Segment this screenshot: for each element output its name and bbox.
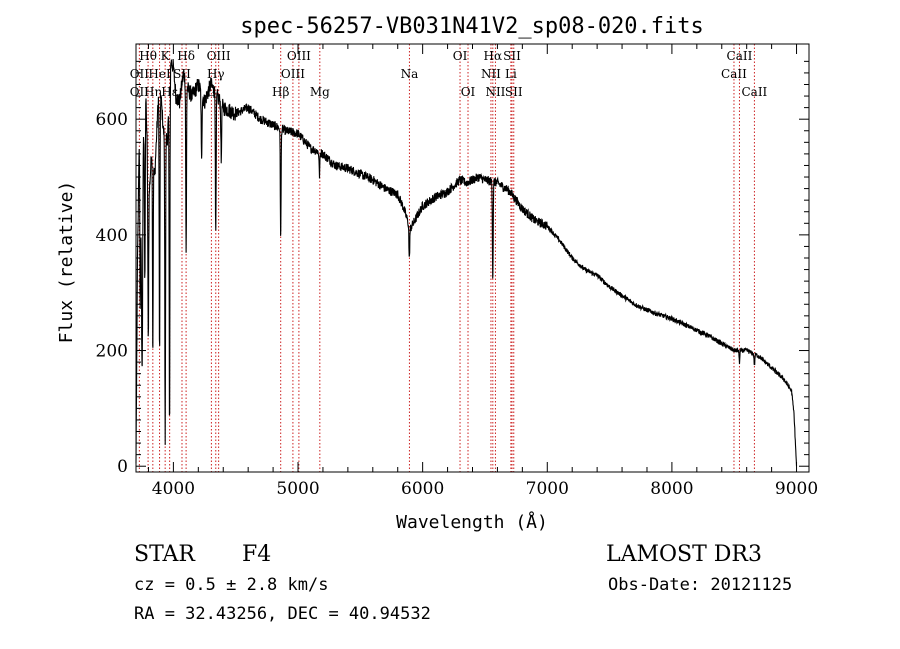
- x-tick-label: 4000: [152, 479, 195, 499]
- line-label: G: [207, 85, 217, 99]
- line-label: Hθ: [139, 49, 157, 63]
- line-label: Hδ: [177, 49, 195, 63]
- line-label: CaII: [721, 67, 747, 81]
- x-tick-label: 9000: [775, 479, 818, 499]
- survey-name: LAMOST DR3: [606, 542, 762, 567]
- subclass: F4: [242, 542, 271, 567]
- axis-ticks: [136, 44, 809, 472]
- chart-title: spec-56257-VB031N41V2_sp08-020.fits: [240, 14, 704, 39]
- y-tick-label: 600: [96, 110, 128, 130]
- line-label: K: [161, 49, 171, 63]
- line-label: CaII: [741, 85, 767, 99]
- line-label: SII: [503, 49, 521, 63]
- y-tick-label: 400: [96, 226, 128, 246]
- spectrum-line: [135, 58, 798, 467]
- x-tick-label: 8000: [650, 479, 693, 499]
- line-markers: [138, 44, 755, 472]
- line-label: Hη: [144, 85, 162, 99]
- line-label: Hε: [161, 85, 178, 99]
- line-label: OI: [453, 49, 468, 63]
- y-tick-label: 200: [96, 342, 128, 362]
- line-label: OIII: [287, 49, 311, 63]
- x-tick-label: 7000: [526, 479, 569, 499]
- line-label: Li: [505, 67, 517, 81]
- x-axis-label: Wavelength (Å): [396, 511, 548, 533]
- line-label: OIII: [281, 67, 305, 81]
- line-label: Hβ: [272, 85, 289, 99]
- line-label: OII: [130, 67, 150, 81]
- line-label: Mg: [310, 85, 330, 99]
- line-label: NII: [485, 85, 505, 99]
- line-label: OII: [130, 85, 150, 99]
- object-class: STAR: [134, 542, 196, 567]
- x-tick-label: 6000: [401, 479, 444, 499]
- axis-tick-labels: 4000 5000 6000 7000 8000 9000 0 200 400 600: [96, 110, 819, 499]
- line-label: HeI: [148, 67, 171, 81]
- obs-date: Obs-Date: 20121125: [608, 575, 792, 595]
- plot-frame: [135, 43, 810, 473]
- y-tick-label: 0: [117, 457, 128, 477]
- ra-dec-coords: RA = 32.43256, DEC = 40.94532: [134, 604, 431, 624]
- line-label: NII: [481, 67, 501, 81]
- line-label: Hγ: [207, 67, 225, 81]
- x-tick-label: 5000: [276, 479, 319, 499]
- line-label: OIII: [207, 49, 231, 63]
- line-label: SII: [173, 67, 191, 81]
- line-label: Na: [401, 67, 419, 81]
- line-label: SII: [505, 85, 523, 99]
- line-label: OI: [461, 85, 476, 99]
- line-label: CaII: [727, 49, 753, 63]
- y-axis-label: Flux (relative): [56, 181, 77, 344]
- line-label: Hα: [484, 49, 503, 63]
- redshift-cz: cz = 0.5 ± 2.8 km/s: [134, 575, 328, 595]
